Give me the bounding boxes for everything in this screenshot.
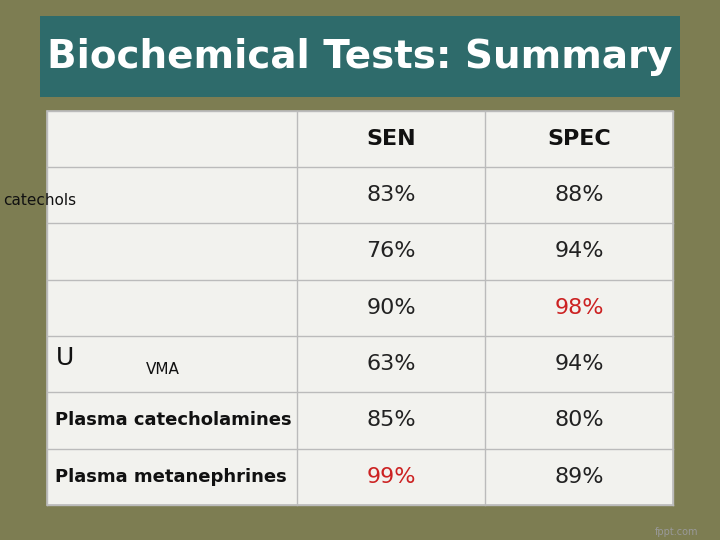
Text: 99%: 99% [366,467,416,487]
Text: 76%: 76% [366,241,416,261]
Text: SPEC: SPEC [547,129,611,149]
Text: 80%: 80% [554,410,604,430]
Text: Plasma metanephrines: Plasma metanephrines [55,468,287,486]
Text: 90%: 90% [366,298,416,318]
Text: 94%: 94% [554,354,604,374]
Text: Biochemical Tests: Summary: Biochemical Tests: Summary [48,38,672,76]
Text: 85%: 85% [366,410,416,430]
FancyBboxPatch shape [40,16,680,97]
Text: SEN: SEN [366,129,416,149]
Text: Plasma catecholamines: Plasma catecholamines [55,411,292,429]
Text: catechols: catechols [4,193,77,208]
Text: 98%: 98% [554,298,604,318]
Text: U: U [55,347,73,370]
Text: fppt.com: fppt.com [655,527,698,537]
Text: VMA: VMA [146,362,180,377]
Text: 89%: 89% [554,467,604,487]
Text: 83%: 83% [366,185,416,205]
FancyBboxPatch shape [47,111,673,505]
Text: 63%: 63% [366,354,416,374]
Text: 88%: 88% [554,185,604,205]
Text: 94%: 94% [554,241,604,261]
